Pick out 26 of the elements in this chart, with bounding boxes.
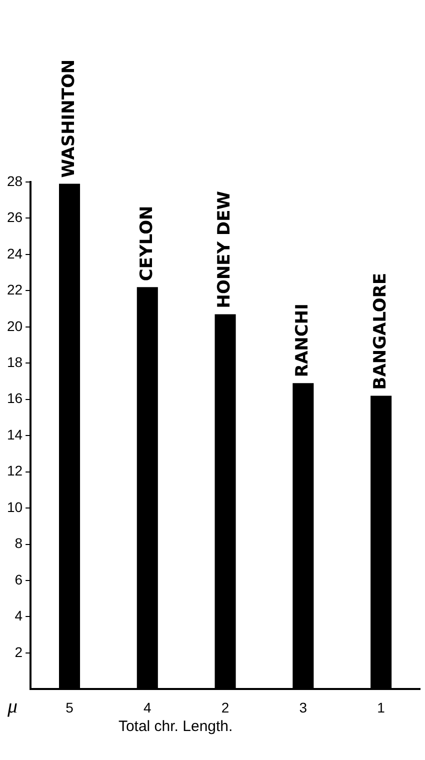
y-tick-label: 14 <box>6 426 23 442</box>
x-tick-label: 2 <box>221 699 230 716</box>
annotation: CEYLON <box>136 206 157 282</box>
y-axis-title: μ <box>6 695 18 718</box>
y-tick-label: 2 <box>14 644 23 660</box>
x-axis-title: Total chr. Length. <box>118 718 233 735</box>
y-tick-label: 20 <box>6 318 23 334</box>
y-tick-label: 12 <box>6 462 23 479</box>
y-tick-label: 22 <box>6 282 23 298</box>
y-tick-label: 28 <box>6 172 23 189</box>
y-tick-label: 24 <box>6 245 23 262</box>
annotation: WASHINTON <box>58 59 79 178</box>
x-tick-label: 1 <box>377 699 386 716</box>
x-tick-label: 3 <box>299 699 308 716</box>
y-tick-label: 10 <box>6 498 23 515</box>
y-tick-label: 18 <box>6 354 23 370</box>
x-tick-label: 5 <box>66 699 74 716</box>
y-tick-label: 16 <box>6 390 23 406</box>
annotation: HONEY DEW <box>214 190 235 308</box>
x-tick-label: 4 <box>144 699 152 716</box>
annotation: BANGALORE <box>370 272 390 390</box>
y-tick-label: 4 <box>14 608 23 624</box>
y-tick-label: 8 <box>14 535 23 552</box>
y-tick-label: 6 <box>14 571 23 588</box>
annotation: RANCHI <box>292 304 313 378</box>
y-tick-label: 26 <box>6 209 23 226</box>
